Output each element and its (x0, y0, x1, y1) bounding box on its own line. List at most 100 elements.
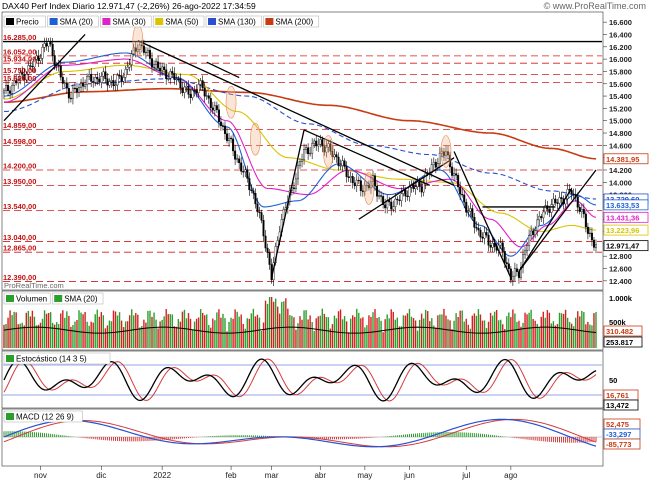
volume-bar (532, 319, 534, 348)
price-tick-label: 16.200 (609, 43, 632, 52)
volume-bar (386, 314, 388, 348)
candle-body (418, 181, 421, 187)
volume-bar (354, 316, 356, 348)
candle-body (173, 73, 176, 80)
volume-bar (197, 317, 200, 348)
candle-body (307, 147, 310, 155)
volume-bar (216, 312, 218, 348)
x-tick-label: mar (265, 471, 279, 480)
volume-bar (341, 319, 344, 348)
candle-body (590, 232, 593, 241)
volume-bar (506, 316, 508, 348)
candle-body (250, 189, 253, 191)
trend-line (453, 151, 512, 279)
candle-body (380, 195, 383, 197)
candle-body (595, 244, 598, 248)
volume-bar (585, 324, 587, 348)
volume-bar (297, 323, 299, 348)
volume-bar (311, 322, 313, 348)
candle-body (530, 230, 533, 236)
candle-body (296, 165, 299, 180)
volume-bar (552, 321, 555, 348)
candle-body (319, 139, 322, 145)
volume-bar (82, 314, 84, 348)
candle-body (453, 173, 456, 176)
candle-body (163, 66, 166, 70)
volume-bar (210, 327, 212, 348)
volume-bar (58, 324, 60, 348)
candle-body (144, 51, 147, 54)
level-label: 15.750,00 (3, 66, 36, 75)
candle-body (526, 245, 529, 252)
last-value-badge (603, 224, 649, 236)
sma-line (3, 52, 597, 257)
candle-body (51, 43, 54, 56)
volume-bar (25, 312, 28, 348)
sma-line (4, 87, 597, 160)
price-tick-label: 16.400 (609, 30, 632, 39)
candle-body (560, 197, 563, 199)
candle-body (548, 208, 551, 213)
sub-panel-legends: Volumen SMA (20) Estocástico (14 3 5) MACD … (3, 281, 111, 423)
volume-bar (414, 320, 417, 348)
candle-body (258, 211, 261, 213)
volume-bar (120, 320, 123, 348)
volume-bar (374, 309, 376, 348)
candle-body (570, 190, 573, 195)
candle-body (260, 212, 263, 221)
last-value-label: 13.223,96 (606, 226, 639, 235)
volume-bar (406, 313, 409, 348)
volume-bar (137, 314, 139, 348)
volume-bar (39, 322, 42, 348)
candle-body (17, 79, 20, 84)
candle-body (345, 166, 348, 177)
candle-body (195, 90, 198, 94)
volume-bar (51, 322, 54, 348)
volume-bar (309, 315, 311, 348)
candle-body (148, 49, 151, 59)
candle-body (359, 180, 362, 191)
volume-bar (471, 315, 474, 348)
candle-body (39, 58, 42, 62)
sub-legend-swatch (6, 413, 14, 420)
candle-body (57, 64, 60, 66)
candle-body (94, 77, 97, 83)
candle-body (436, 163, 439, 168)
volume-bar (587, 321, 589, 348)
sub-legend-item (3, 352, 111, 365)
volume-bar (291, 315, 293, 348)
legend-swatch (155, 18, 164, 25)
x-tick-label: nov (34, 471, 47, 480)
last-value-badge (603, 211, 649, 223)
volume-bar (554, 325, 557, 348)
candle-body (108, 81, 111, 86)
candle-body (118, 75, 121, 77)
volume-bar (135, 313, 137, 348)
candle-body (343, 160, 346, 167)
trend-line (518, 188, 573, 272)
volume-bar (268, 297, 271, 348)
candle-body (161, 66, 164, 72)
candle-body (485, 232, 488, 236)
highlight-ellipse (323, 135, 334, 168)
highlight-ellipse (250, 122, 261, 156)
volume-bar (467, 324, 469, 348)
candle-body (167, 78, 170, 80)
volume-bar (153, 312, 155, 348)
level-label: 13.540,00 (3, 202, 36, 211)
volume-bar (84, 312, 86, 348)
volume-bar (384, 319, 386, 348)
candle-body (542, 211, 545, 219)
candle-body (317, 144, 320, 147)
volume-bar (412, 318, 415, 348)
price-tick-label: 15.200 (609, 104, 632, 113)
candle-body (538, 216, 541, 221)
candle-body (37, 55, 40, 62)
price-tick-label: 12.800 (609, 252, 632, 261)
level-label: 14.598,00 (3, 137, 36, 146)
candle-body (447, 151, 450, 156)
legend-item (263, 15, 320, 28)
candle-body (398, 199, 401, 201)
candle-body (540, 216, 543, 219)
